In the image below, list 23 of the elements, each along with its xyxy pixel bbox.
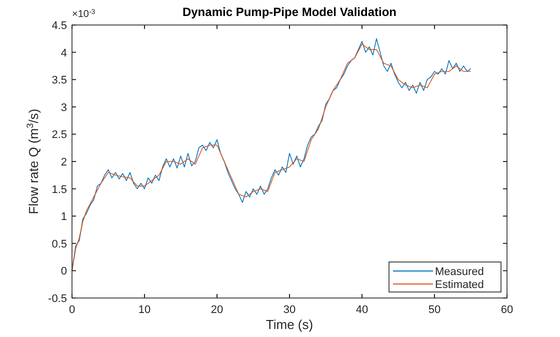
text: ×10$^{-3}$ <box>72 8 96 20</box>
x-tick-label: 30 <box>283 304 296 316</box>
y-tick-label: 3.5 <box>52 74 67 87</box>
y-tick-label: 3 <box>60 102 67 114</box>
y-tick-label: 0.5 <box>52 238 67 250</box>
y-tick-label: 4.5 <box>52 20 67 32</box>
x-axis-title: Time (s) <box>266 317 314 332</box>
legend-label: Estimated <box>435 279 484 291</box>
x-tick-label: 10 <box>138 304 151 316</box>
y-tick-label: 1.5 <box>52 184 67 196</box>
x-tick-label: 20 <box>210 304 224 316</box>
y-tick-label: 4 <box>60 47 67 60</box>
y-tick-label: 1 <box>60 211 67 224</box>
y-tick-label: 2 <box>60 156 67 168</box>
legend-label: Measured <box>435 266 484 278</box>
x-tick-label: 60 <box>500 304 514 316</box>
x-tick-label: 0 <box>68 304 76 316</box>
x-tick-label: 50 <box>428 304 441 316</box>
y-tick-label: 2.5 <box>52 129 67 142</box>
y-tick-label: 0 <box>60 266 67 278</box>
y-tick-label: -0.5 <box>48 293 67 305</box>
chart-title: Dynamic Pump-Pipe Model Validation <box>182 5 397 19</box>
x-tick-label: 40 <box>356 304 368 316</box>
